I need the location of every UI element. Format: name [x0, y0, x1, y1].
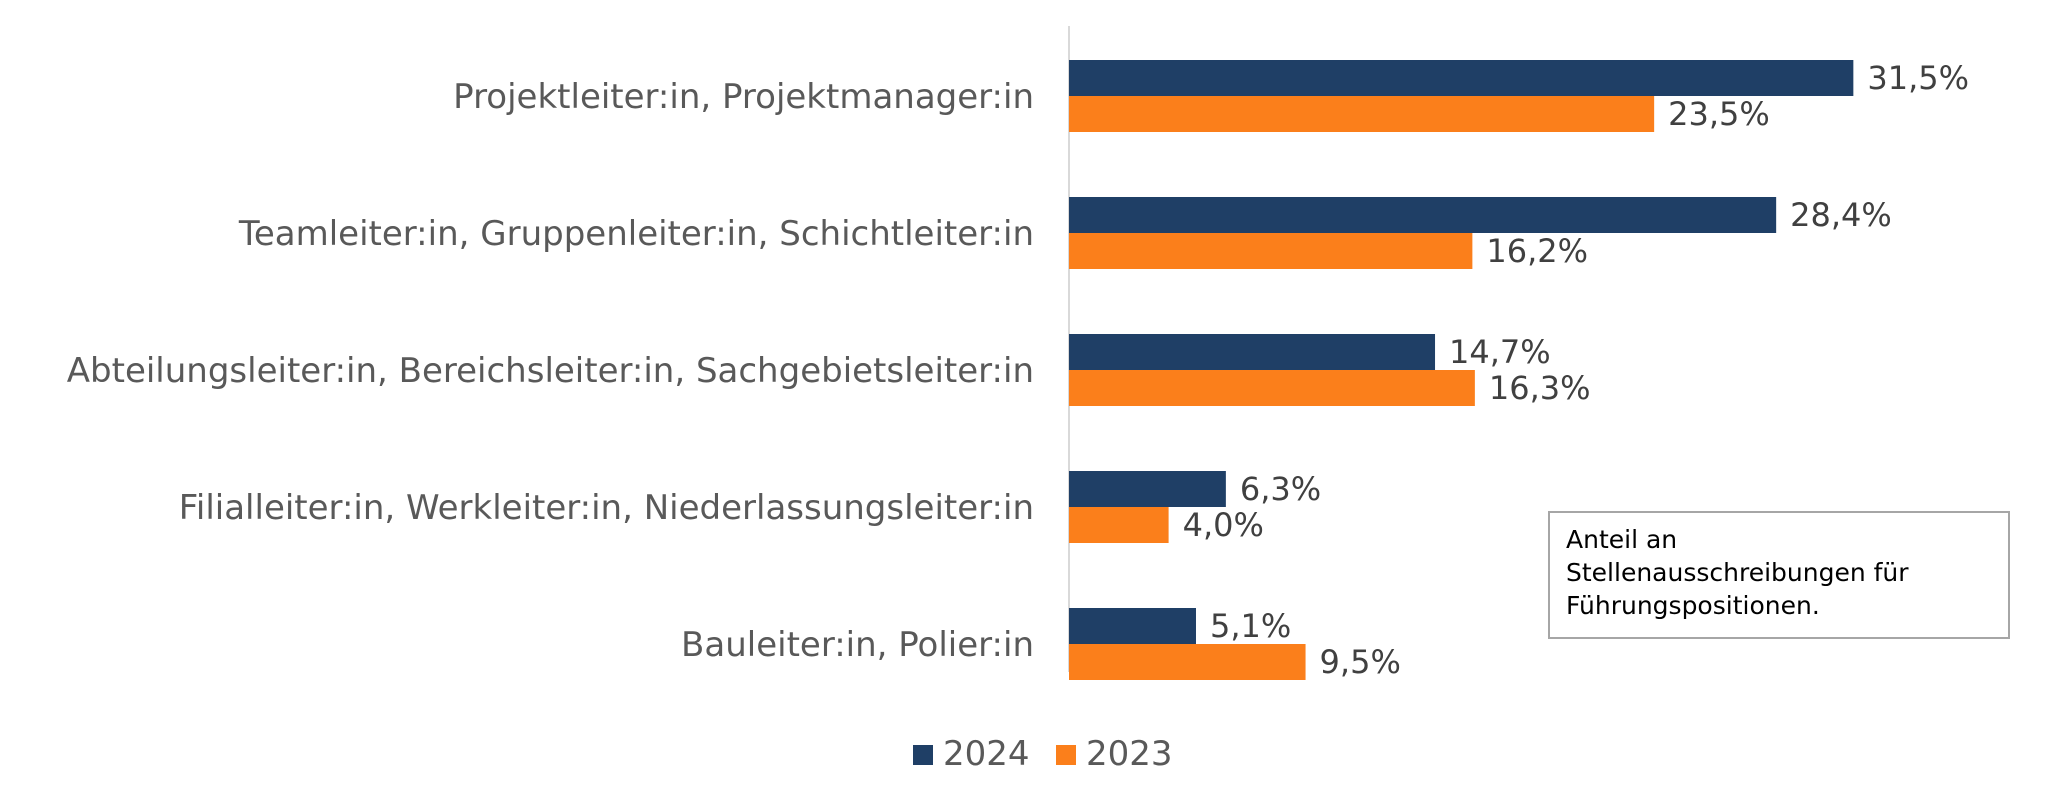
data-label-2024: 6,3% [1240, 470, 1321, 508]
legend-swatch-2023 [1056, 745, 1076, 765]
bar-2024 [1069, 197, 1777, 233]
legend-swatch-2024 [913, 745, 933, 765]
legend-label-2024: 2024 [943, 734, 1030, 774]
category-label: Filialleiter:in, Werkleiter:in, Niederla… [179, 488, 1034, 528]
data-label-2023: 4,0% [1183, 506, 1264, 544]
data-label-2023: 16,3% [1489, 369, 1591, 407]
data-label-2024: 14,7% [1449, 333, 1551, 371]
bars [1069, 60, 1854, 680]
data-label-2024: 5,1% [1210, 607, 1291, 645]
data-label-2024: 28,4% [1790, 196, 1892, 234]
bar-2024 [1069, 60, 1854, 96]
bar-2023 [1069, 233, 1473, 269]
category-label: Bauleiter:in, Polier:in [681, 625, 1034, 665]
category-label: Teamleiter:in, Gruppenleiter:in, Schicht… [238, 214, 1034, 254]
bar-2023 [1069, 644, 1306, 680]
legend: 2024 2023 [913, 734, 1173, 774]
category-label: Abteilungsleiter:in, Bereichsleiter:in, … [67, 351, 1034, 391]
bar-2024 [1069, 471, 1226, 507]
bar-2023 [1069, 370, 1475, 406]
bar-2023 [1069, 507, 1169, 543]
category-labels: Projektleiter:in, Projektmanager:in Teaml… [67, 77, 1034, 665]
legend-label-2023: 2023 [1086, 734, 1173, 774]
data-label-2024: 31,5% [1867, 59, 1969, 97]
category-label: Projektleiter:in, Projektmanager:in [453, 77, 1034, 117]
data-labels: 31,5% 23,5% 28,4% 16,2% 14,7%16,3% 6,3%4,0% 5,… [1183, 59, 1969, 681]
bar-2024 [1069, 334, 1436, 370]
data-label-2023: 16,2% [1486, 232, 1588, 270]
annotation-box: Anteil an Stellenausschreibungen für Füh… [1548, 511, 2010, 639]
data-label-2023: 23,5% [1668, 95, 1770, 133]
data-label-2023: 9,5% [1320, 643, 1401, 681]
bar-2023 [1069, 96, 1655, 132]
bar-2024 [1069, 608, 1196, 644]
